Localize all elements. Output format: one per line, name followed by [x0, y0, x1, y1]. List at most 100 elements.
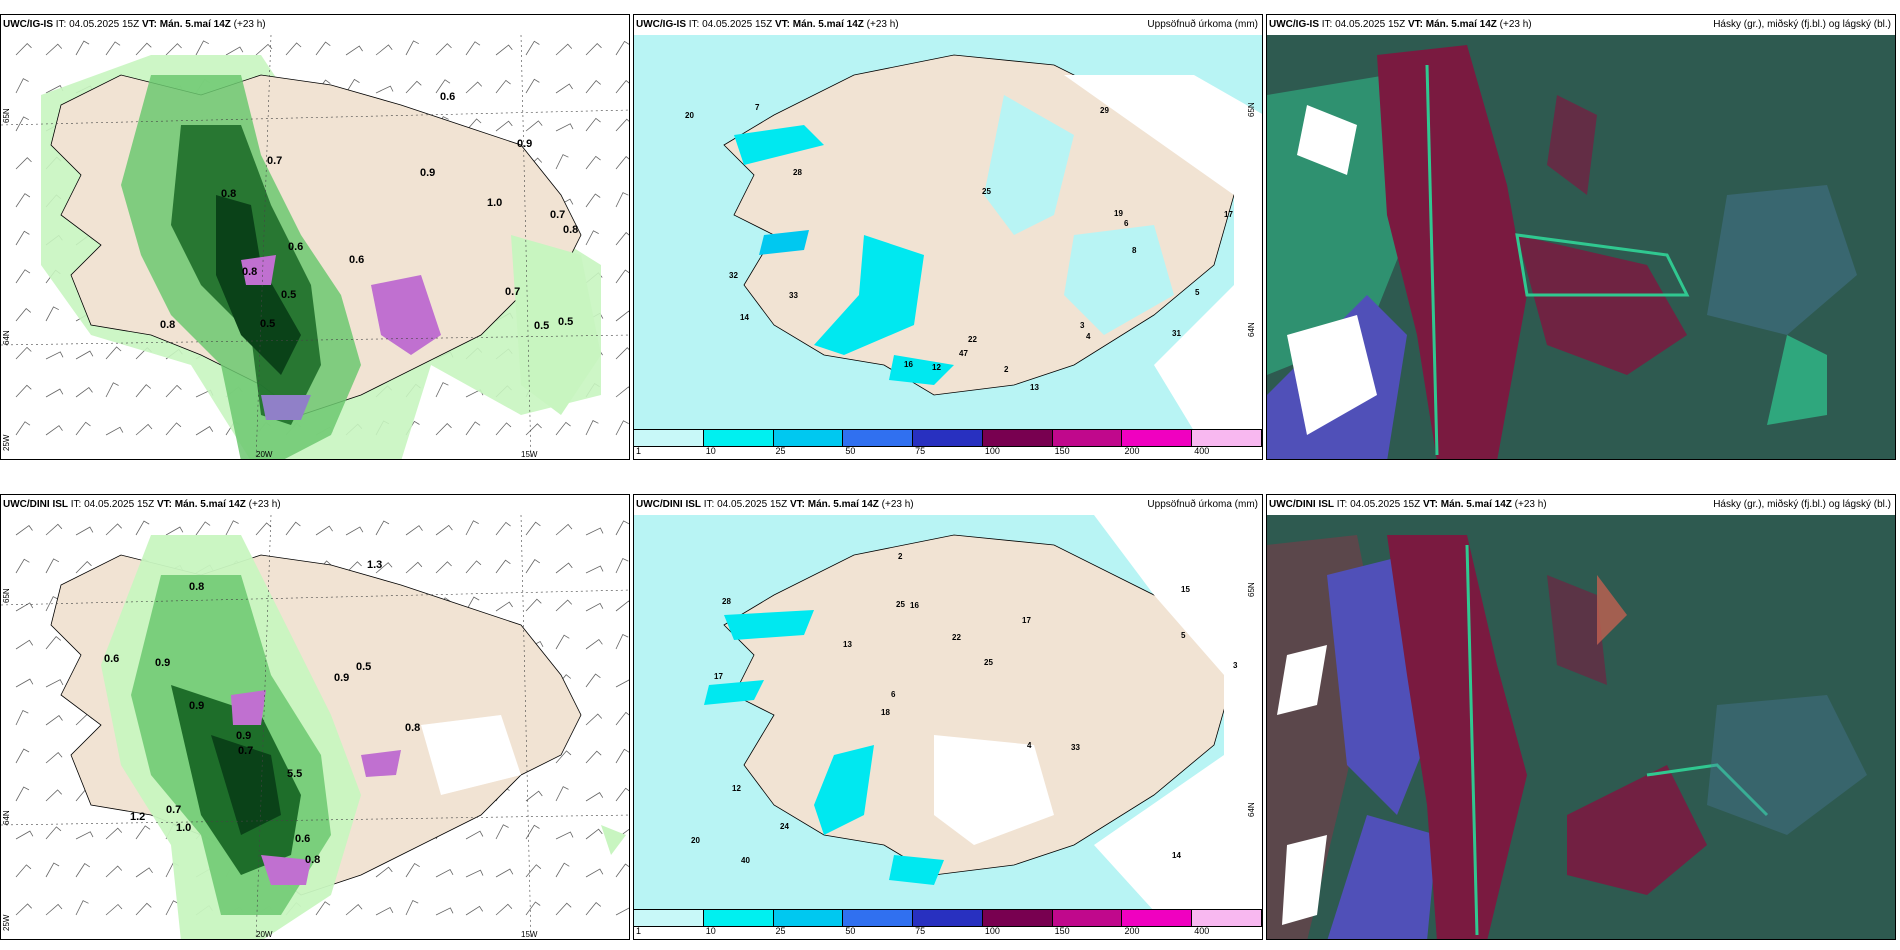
wind-barb — [15, 230, 30, 246]
wind-barb — [405, 561, 423, 574]
wind-barb — [15, 558, 30, 574]
wind-barb — [555, 43, 573, 56]
value-label: 17 — [714, 672, 723, 681]
wind-barb — [135, 423, 153, 436]
lead-time: (+23 h) — [1514, 499, 1547, 510]
value-label: 1.0 — [176, 822, 191, 834]
value-label: 0.9 — [420, 167, 435, 179]
wind-barb — [495, 521, 511, 536]
value-label: 33 — [789, 291, 798, 300]
legend-swatch — [773, 910, 844, 926]
init-time: IT: 04.05.2025 15Z — [55, 19, 140, 30]
model-name: UWC/DINI ISL — [636, 499, 701, 510]
wind-barb — [15, 602, 34, 612]
wind-barb — [465, 596, 480, 612]
wind-barb — [15, 830, 34, 840]
wind-barb — [45, 306, 59, 322]
wind-barb — [585, 230, 599, 246]
value-label: 1.3 — [367, 559, 382, 571]
valid-time: VT: Mán. 5.maí 14Z — [1422, 499, 1512, 510]
wind-barb — [465, 118, 482, 132]
wind-barb — [375, 866, 393, 878]
wind-barb — [45, 636, 62, 650]
legend-swatch — [703, 910, 774, 926]
wind-barb — [615, 420, 629, 436]
lon-label: 25W — [2, 434, 11, 451]
wind-barb — [345, 45, 363, 56]
legend-tick-label: 400 — [1194, 926, 1210, 936]
wind-barb — [15, 384, 32, 398]
value-label: 25 — [982, 187, 991, 196]
wind-barb — [135, 42, 152, 56]
lat-label: 64N — [2, 330, 11, 345]
value-label: 0.6 — [440, 91, 455, 103]
wind-barb — [15, 903, 32, 916]
valid-time: VT: Mán. 5.maí 14Z — [141, 19, 231, 30]
wind-barb — [375, 562, 393, 574]
wind-barb — [45, 679, 64, 688]
wind-barb — [585, 868, 604, 878]
wind-barb — [285, 521, 301, 536]
wind-barb — [555, 154, 569, 170]
legend-tick-label: 25 — [775, 446, 786, 456]
wind-barb — [615, 118, 629, 132]
wind-barb — [105, 346, 122, 360]
value-label: 16 — [904, 360, 913, 369]
wind-barb — [495, 903, 513, 916]
wind-barb — [135, 902, 152, 916]
map-panel-bottom-left: UWC/DINI ISL IT: 04.05.2025 15Z VT: Mán.… — [0, 494, 630, 940]
value-label: 2 — [1004, 365, 1009, 374]
value-label: 0.8 — [563, 224, 578, 236]
wind-barb — [315, 41, 331, 56]
accumulated-precip-map: 65N 64N 14171518174025221213202416253328… — [634, 515, 1262, 911]
wind-barb — [585, 420, 599, 436]
wind-precip-map: 65N 64N 25W 20W 15W 0.80.80.70.9 0.50.60.… — [1, 515, 629, 939]
lon-label: 15W — [521, 930, 538, 939]
valid-time: VT: Mán. 5.maí 14Z — [789, 499, 879, 510]
value-label: 5 — [1195, 288, 1200, 297]
lat-label: 65N — [2, 588, 11, 603]
wind-barb — [615, 679, 629, 688]
value-label: 3 — [1233, 661, 1238, 670]
value-label: 4 — [1086, 332, 1091, 341]
wind-barb — [495, 868, 514, 878]
value-label: 2 — [898, 552, 903, 561]
wind-barb — [165, 43, 182, 56]
wind-barb — [15, 748, 30, 764]
init-time: IT: 04.05.2025 15Z — [1336, 499, 1421, 510]
legend-tick-label: 150 — [1054, 926, 1070, 936]
wind-barb — [135, 825, 151, 840]
wind-barb — [585, 792, 604, 802]
wind-barb — [585, 750, 602, 764]
value-label: 0.8 — [189, 581, 204, 593]
wind-barb — [615, 40, 629, 56]
wind-barb — [525, 824, 540, 840]
wind-barb — [465, 905, 484, 916]
wind-barb — [15, 43, 32, 56]
wind-barb — [165, 526, 184, 536]
map-panel-top-middle: UWC/IG-IS IT: 04.05.2025 15Z VT: Mán. 5.… — [633, 14, 1263, 460]
wind-barb — [405, 80, 422, 94]
map-panel-bottom-right: UWC/DINI ISL IT: 04.05.2025 15Z VT: Mán.… — [1266, 494, 1896, 940]
wind-barb — [375, 906, 394, 916]
panel-title: UWC/DINI ISL IT: 04.05.2025 15Z VT: Mán.… — [634, 495, 1262, 515]
legend-swatch — [913, 910, 983, 926]
wind-barb — [45, 715, 63, 726]
wind-barb — [615, 310, 629, 322]
legend-swatch — [1122, 430, 1193, 446]
legend-swatch — [634, 910, 704, 926]
value-label: 6 — [1124, 219, 1129, 228]
wind-barb — [45, 351, 64, 360]
wind-barb — [465, 560, 482, 574]
accumulated-precip-map: 65N 64N 16222520171447321928333112132923… — [634, 35, 1262, 431]
legend-tick-label: 25 — [775, 926, 786, 936]
wind-precip-map: 65N 64N 25W 20W 15W 0.70.70.90.80.60.50.… — [1, 35, 629, 459]
value-label: 12 — [932, 363, 941, 372]
wind-barb — [555, 562, 573, 574]
legend-tick-label: 75 — [915, 926, 926, 936]
legend-tick-label: 1 — [636, 446, 642, 456]
wind-barb — [555, 862, 570, 878]
legend-swatch — [1122, 910, 1193, 926]
lat-label: 64N — [1247, 802, 1256, 817]
